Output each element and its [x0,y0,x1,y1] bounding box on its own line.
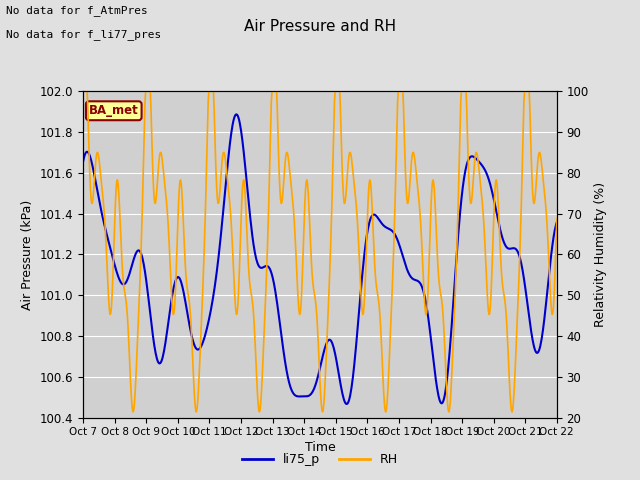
Y-axis label: Relativity Humidity (%): Relativity Humidity (%) [595,182,607,327]
Y-axis label: Air Pressure (kPa): Air Pressure (kPa) [21,199,35,310]
Text: No data for f_AtmPres: No data for f_AtmPres [6,5,148,16]
Text: No data for f_li77_pres: No data for f_li77_pres [6,29,162,40]
Text: Air Pressure and RH: Air Pressure and RH [244,19,396,34]
Legend: li75_p, RH: li75_p, RH [237,448,403,471]
X-axis label: Time: Time [305,442,335,455]
Text: BA_met: BA_met [89,104,139,117]
